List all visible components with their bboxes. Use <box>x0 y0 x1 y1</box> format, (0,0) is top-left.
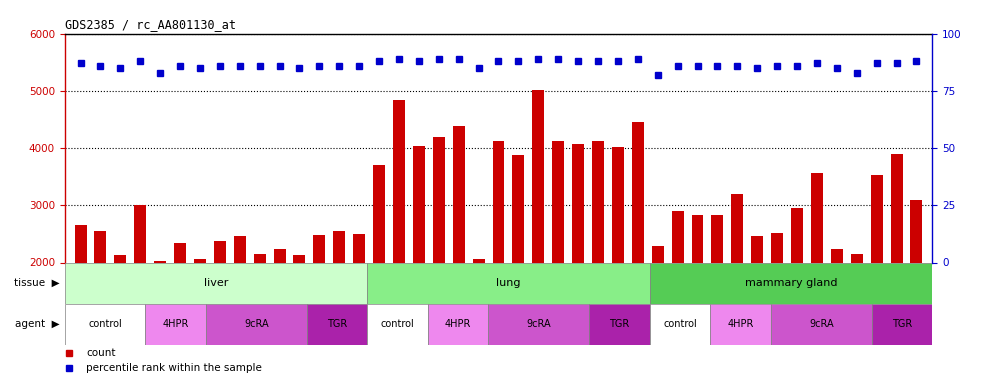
Bar <box>652 246 664 262</box>
Text: liver: liver <box>204 278 229 288</box>
Bar <box>650 262 932 304</box>
Bar <box>145 304 206 345</box>
Text: tissue  ▶: tissue ▶ <box>14 278 60 288</box>
Bar <box>253 254 265 262</box>
Bar <box>174 243 186 262</box>
Bar <box>134 206 146 262</box>
Bar <box>871 175 883 262</box>
Bar <box>353 234 365 262</box>
Bar <box>472 259 484 262</box>
Bar <box>533 90 545 262</box>
Bar <box>711 304 771 345</box>
Bar <box>650 304 711 345</box>
Bar <box>831 249 843 262</box>
Text: count: count <box>86 348 116 358</box>
Bar <box>368 304 427 345</box>
Bar <box>427 304 488 345</box>
Bar <box>851 255 863 262</box>
Bar <box>791 208 803 262</box>
Bar <box>452 126 464 262</box>
Bar <box>206 304 307 345</box>
Bar <box>891 154 903 262</box>
Bar <box>368 262 650 304</box>
Bar <box>393 99 405 262</box>
Bar <box>712 215 724 262</box>
Text: 9cRA: 9cRA <box>244 320 268 329</box>
Text: 9cRA: 9cRA <box>527 320 551 329</box>
Bar <box>65 262 368 304</box>
Bar <box>307 304 368 345</box>
Bar <box>194 259 206 262</box>
Bar <box>872 304 932 345</box>
Bar <box>672 211 684 262</box>
Bar <box>273 249 285 262</box>
Text: 4HPR: 4HPR <box>162 320 189 329</box>
Bar <box>492 141 505 262</box>
Bar <box>432 136 444 262</box>
Bar <box>751 236 763 262</box>
Bar <box>811 173 823 262</box>
Bar <box>373 165 385 262</box>
Bar <box>94 231 106 262</box>
Bar <box>234 236 246 262</box>
Bar <box>214 241 226 262</box>
Bar <box>592 141 604 262</box>
Bar <box>573 144 584 262</box>
Text: control: control <box>381 320 414 329</box>
Bar <box>488 304 589 345</box>
Text: TGR: TGR <box>892 320 912 329</box>
Bar <box>154 261 166 262</box>
Text: 4HPR: 4HPR <box>728 320 753 329</box>
Bar <box>75 225 86 262</box>
Bar <box>612 147 624 262</box>
Bar <box>65 304 145 345</box>
Text: lung: lung <box>496 278 521 288</box>
Text: agent  ▶: agent ▶ <box>15 320 60 329</box>
Bar <box>114 255 126 262</box>
Bar <box>771 304 872 345</box>
Text: TGR: TGR <box>327 320 347 329</box>
Bar <box>632 122 644 262</box>
Bar <box>692 215 704 262</box>
Bar <box>413 146 424 262</box>
Text: TGR: TGR <box>609 320 630 329</box>
Bar <box>911 200 922 262</box>
Bar <box>771 233 783 262</box>
Bar <box>333 231 345 262</box>
Bar <box>313 235 325 262</box>
Bar <box>513 155 525 262</box>
Bar <box>553 141 565 262</box>
Text: mammary gland: mammary gland <box>745 278 837 288</box>
Bar <box>732 194 744 262</box>
Text: control: control <box>88 320 122 329</box>
Bar <box>589 304 650 345</box>
Text: percentile rank within the sample: percentile rank within the sample <box>86 363 262 374</box>
Bar <box>293 255 305 262</box>
Text: 9cRA: 9cRA <box>809 320 834 329</box>
Text: GDS2385 / rc_AA801130_at: GDS2385 / rc_AA801130_at <box>65 18 236 31</box>
Text: control: control <box>663 320 697 329</box>
Text: 4HPR: 4HPR <box>445 320 471 329</box>
